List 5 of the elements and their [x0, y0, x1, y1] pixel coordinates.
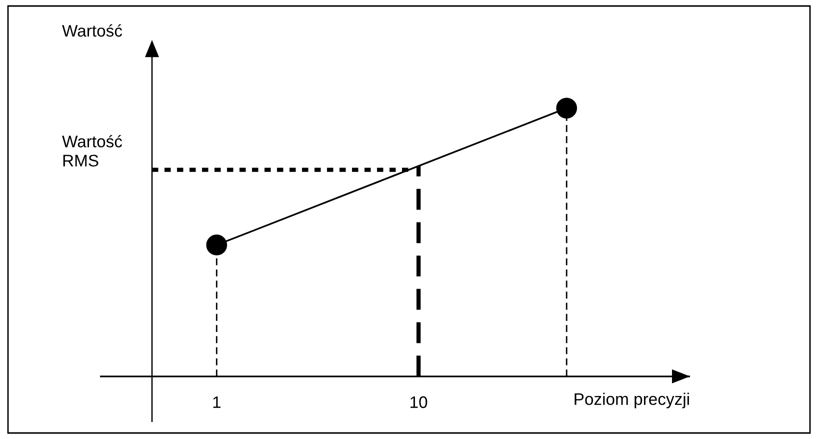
y-axis-title: Wartość [62, 24, 122, 37]
x-tick-label: 1 [213, 396, 220, 408]
x-axis-title: Poziom precyzji [574, 392, 689, 408]
ref-line-label: Wartość RMS [62, 134, 122, 167]
x-tick-label: 10 [410, 396, 428, 408]
